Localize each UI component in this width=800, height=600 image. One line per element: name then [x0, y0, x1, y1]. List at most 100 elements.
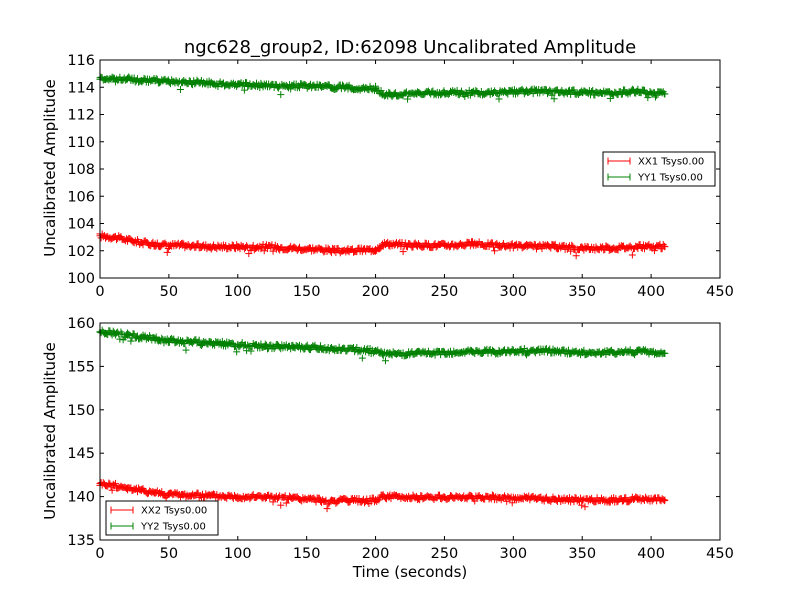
top-y-axis-label: Uncalibrated Amplitude: [41, 79, 59, 256]
data-point: [523, 243, 531, 251]
data-point: [413, 493, 421, 501]
series-yy1: [96, 73, 669, 103]
data-point: [523, 494, 531, 502]
data-point: [551, 243, 559, 251]
data-point: [551, 495, 559, 503]
y-tick-label: 114: [67, 80, 95, 96]
x-tick-label: 50: [160, 546, 178, 562]
data-point: [372, 245, 380, 253]
y-tick-label: 108: [67, 162, 95, 178]
x-tick-label: 400: [637, 284, 665, 300]
data-point: [378, 240, 386, 248]
x-tick-label: 200: [362, 284, 390, 300]
y-tick-label: 104: [67, 217, 95, 233]
data-point: [496, 89, 504, 97]
x-tick-label: 150: [293, 546, 321, 562]
data-point: [165, 490, 173, 498]
data-point: [440, 241, 448, 249]
x-tick-label: 0: [95, 546, 104, 562]
data-point: [633, 347, 641, 355]
data-point: [330, 497, 338, 505]
x-tick-label: 200: [362, 546, 390, 562]
data-point: [385, 493, 393, 501]
x-tick-label: 300: [499, 284, 527, 300]
data-point: [496, 348, 504, 356]
data-point: [468, 240, 476, 248]
data-point: [385, 90, 393, 98]
y-tick-label: 102: [67, 244, 95, 260]
data-point: [578, 244, 586, 252]
data-point: [578, 89, 586, 97]
x-tick-label: 450: [706, 284, 734, 300]
x-tick-label: 450: [706, 546, 734, 562]
data-point: [372, 85, 380, 93]
data-point: [440, 89, 448, 97]
data-point: [124, 331, 132, 339]
data-point: [151, 335, 159, 343]
data-point: [289, 244, 297, 252]
series-xx1: [96, 230, 669, 260]
data-point: [234, 81, 242, 89]
x-tick-label: 0: [95, 284, 104, 300]
data-point: [378, 350, 386, 358]
data-point: [151, 240, 159, 248]
data-point: [413, 90, 421, 98]
y-tick-label: 160: [67, 316, 95, 332]
legend-label: XX2 Tsys0.00: [141, 506, 207, 517]
x-tick-label: 250: [431, 284, 459, 300]
y-tick-label: 116: [67, 53, 95, 69]
data-point: [468, 89, 476, 97]
y-tick-label: 140: [67, 490, 95, 506]
y-tick-label: 150: [67, 403, 95, 419]
x-tick-label: 400: [637, 546, 665, 562]
x-tick-label: 50: [160, 284, 178, 300]
data-point: [234, 341, 242, 349]
data-point: [137, 333, 145, 341]
legend-entry: YY1 Tsys0.00: [607, 173, 703, 184]
data-point: [344, 247, 352, 255]
legend-entry: XX2 Tsys0.00: [110, 506, 207, 517]
data-point: [440, 349, 448, 357]
data-point: [661, 243, 669, 251]
data-point: [385, 240, 393, 248]
y-tick-label: 145: [67, 446, 95, 462]
data-point: [496, 493, 504, 501]
data-point: [316, 82, 324, 90]
legend: XX1 Tsys0.00 YY1 Tsys0.00: [602, 151, 716, 187]
data-point: [234, 243, 242, 251]
series-yy2: [96, 326, 669, 365]
data-point: [344, 345, 352, 353]
x-tick-label: 350: [568, 546, 596, 562]
chart-title: ngc628_group2, ID:62098 Uncalibrated Amp…: [184, 37, 636, 58]
top-panel: 0 50 100 150 200 250 300 350 400 450 100 102 104 106 1…: [67, 53, 734, 300]
data-point: [165, 336, 173, 344]
data-point: [330, 247, 338, 255]
y-tick-label: 135: [67, 533, 95, 549]
data-point: [330, 345, 338, 353]
data-point: [234, 493, 242, 501]
bottom-panel: 0 50 100 150 200 250 300 350 400 450 135 140 145 150 1…: [67, 316, 734, 562]
x-tick-label: 100: [224, 284, 252, 300]
data-point: [316, 343, 324, 351]
legend-box: [105, 500, 219, 536]
data-point: [137, 76, 145, 84]
legend-label: XX1 Tsys0.00: [638, 157, 704, 168]
data-point: [440, 493, 448, 501]
data-point: [179, 241, 187, 249]
y-tick-label: 106: [67, 189, 95, 205]
data-point: [261, 243, 269, 251]
data-point: [110, 233, 118, 241]
series-markers: [96, 230, 668, 260]
data-point: [110, 329, 118, 337]
data-point: [661, 90, 669, 98]
data-point: [316, 245, 324, 253]
data-point: [179, 337, 187, 345]
data-point: [124, 236, 132, 244]
data-point: [110, 75, 118, 83]
data-point: [261, 82, 269, 90]
data-point: [330, 83, 338, 91]
x-tick-label: 300: [499, 546, 527, 562]
data-point: [289, 82, 297, 90]
data-point: [289, 343, 297, 351]
data-point: [606, 349, 614, 357]
